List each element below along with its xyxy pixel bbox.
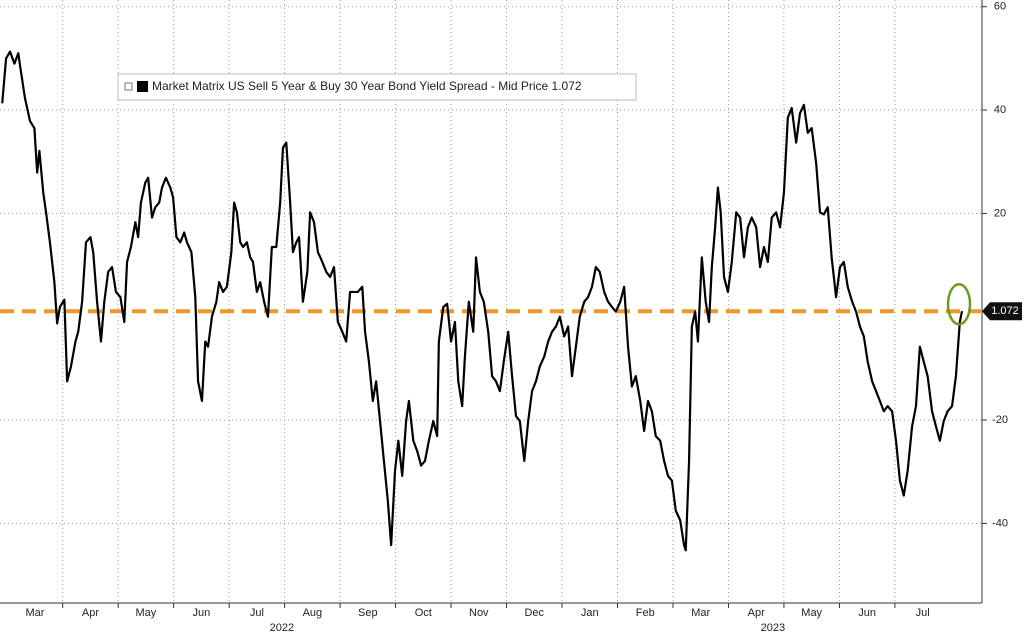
legend: Market Matrix US Sell 5 Year & Buy 30 Ye… xyxy=(117,73,637,101)
x-tick-label: Aug xyxy=(303,607,323,619)
x-tick-label: May xyxy=(801,607,822,619)
x-tick-label: Nov xyxy=(469,607,489,619)
x-tick-label: Jul xyxy=(916,607,930,619)
x-tick-label: Dec xyxy=(524,607,544,619)
y-tick-label: -20 xyxy=(992,414,1008,426)
legend-icon-toggle xyxy=(124,82,133,91)
x-tick-label: Feb xyxy=(636,607,655,619)
x-tick-label: May xyxy=(136,607,157,619)
y-tick-label: -40 xyxy=(992,517,1008,529)
last-value-tag: 1.072 xyxy=(982,302,1022,321)
highlight-circle xyxy=(946,282,972,326)
legend-swatch xyxy=(137,81,148,92)
x-tick-label: Sep xyxy=(358,607,378,619)
x-tick-label: Jun xyxy=(193,607,211,619)
x-tick-label: Jun xyxy=(858,607,876,619)
x-tick-label: Mar xyxy=(25,607,44,619)
y-tick-label: 40 xyxy=(994,104,1006,116)
last-value-box xyxy=(982,302,1022,321)
last-value-label: 1.072 xyxy=(991,305,1019,317)
y-tick-label: 20 xyxy=(994,207,1006,219)
x-tick-label: Jul xyxy=(250,607,264,619)
year-label: 2023 xyxy=(761,622,785,634)
x-tick-label: Apr xyxy=(82,607,99,619)
legend-label: Market Matrix US Sell 5 Year & Buy 30 Ye… xyxy=(152,79,582,93)
y-tick-label: 60 xyxy=(994,1,1006,13)
legend-box xyxy=(117,73,637,101)
x-tick-label: Apr xyxy=(748,607,765,619)
series-line xyxy=(1,50,964,552)
x-tick-label: Jan xyxy=(581,607,599,619)
x-tick-label: Mar xyxy=(691,607,710,619)
x-tick-label: Oct xyxy=(415,607,432,619)
year-label: 2022 xyxy=(270,622,294,634)
